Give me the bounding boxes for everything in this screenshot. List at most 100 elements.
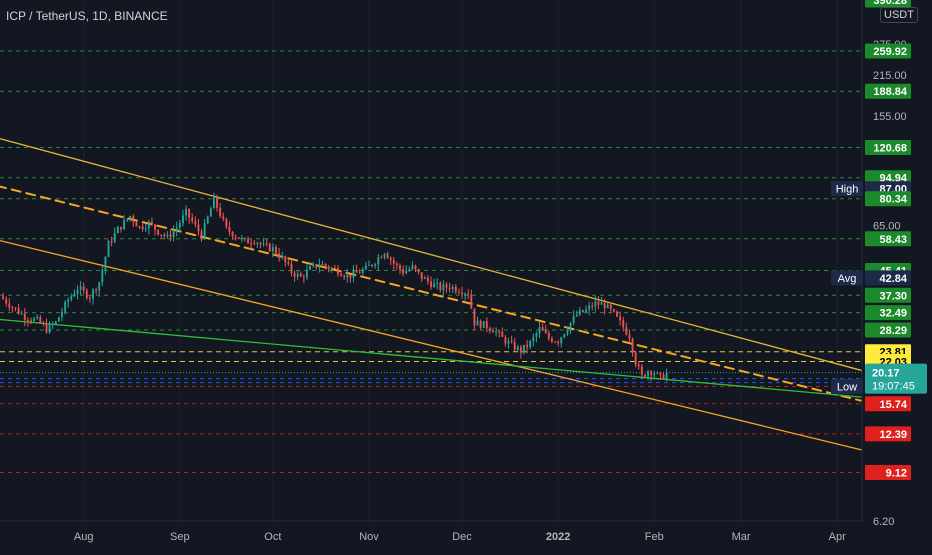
candle-body [560, 337, 563, 344]
candle-body [647, 371, 649, 377]
candle-body [48, 324, 51, 333]
price-tag-label: 80.34 [879, 194, 907, 206]
candle-body [389, 258, 392, 261]
candle-body [606, 304, 609, 309]
candle-body [287, 262, 290, 264]
candle-body [414, 265, 417, 270]
candle-body [510, 341, 513, 343]
candle-body [392, 260, 395, 264]
candle-body [492, 330, 494, 333]
candle-body [42, 323, 45, 325]
candle-body [346, 274, 349, 278]
candle-body [76, 289, 79, 294]
price-tag [865, 83, 911, 99]
candle-body [88, 297, 91, 299]
candle-body [95, 289, 98, 291]
candle-body [2, 296, 5, 300]
price-tag [865, 287, 911, 303]
x-tick-label: Apr [829, 531, 846, 543]
candle-body [405, 270, 408, 274]
candle-body [23, 313, 26, 320]
candle-body [110, 241, 113, 243]
candle-body [476, 320, 479, 326]
price-tag [865, 426, 911, 442]
candle-body [240, 237, 243, 239]
candle-body [557, 341, 560, 344]
candle-body [631, 338, 634, 353]
candle-body [219, 207, 222, 217]
price-tag-marker [831, 270, 863, 286]
candle-body [151, 221, 153, 225]
candle-body [637, 364, 640, 367]
price-tag-marker-label: Avg [838, 273, 857, 285]
y-tick-label: 155.00 [873, 111, 907, 123]
candle-body [265, 243, 268, 245]
time-axis[interactable]: Aug Sep Oct Nov Dec 2022 Feb Mar Apr [0, 520, 862, 543]
candle-body [135, 221, 138, 227]
x-tick-label: Dec [452, 531, 472, 543]
candle-body [575, 314, 578, 317]
candle-body [333, 267, 336, 269]
candle-body [107, 241, 110, 257]
candle-body [324, 264, 327, 267]
candle-body [538, 327, 541, 334]
candle-body [457, 291, 460, 293]
candle-body [448, 287, 451, 289]
price-tag-label: 188.84 [873, 86, 908, 98]
candle-body [603, 302, 606, 309]
candle-body [504, 337, 507, 344]
candle-body [473, 308, 476, 326]
candle-body [578, 310, 581, 315]
candle-body [488, 328, 491, 331]
candle-body [129, 216, 132, 220]
candle-body [228, 226, 231, 233]
grid [83, 0, 838, 521]
price-tag-label: 32.49 [879, 308, 907, 320]
candle-body [318, 264, 321, 268]
candle-body [417, 269, 420, 273]
candle-body [597, 301, 600, 305]
candle-body [516, 346, 519, 350]
price-tag-label: 9.12 [886, 467, 907, 479]
candle-body [439, 283, 442, 291]
y-tick-label: 6.20 [873, 516, 894, 528]
candle-body [191, 217, 194, 222]
candle-body [169, 234, 172, 238]
candle-body [160, 234, 163, 236]
candle-body [225, 218, 228, 227]
candle-body [609, 304, 612, 310]
candle-body [352, 270, 355, 278]
candle-body [213, 195, 215, 209]
candle-body [30, 320, 32, 322]
symbol-title[interactable]: ICP / TetherUS, 1D, BINANCE [6, 9, 168, 23]
candle-body [271, 247, 274, 252]
candle-body [309, 266, 312, 270]
candle-body [312, 264, 315, 267]
candle-body [197, 224, 200, 232]
candle-body [513, 342, 516, 350]
candle-body [92, 289, 94, 299]
candle-body [482, 321, 485, 328]
candle-body [470, 294, 473, 309]
candle-body [535, 333, 538, 337]
candle-body [67, 299, 70, 303]
candle-body [485, 321, 488, 329]
candle-body [616, 311, 618, 317]
price-axis[interactable]: 275.00215.00155.0065.006.20390.28259.921… [831, 0, 932, 550]
candle-body [216, 195, 218, 208]
candle-body [501, 331, 504, 338]
candle-body [634, 352, 637, 365]
candle-body [14, 307, 17, 309]
candle-body [650, 371, 653, 376]
price-tag [865, 43, 911, 59]
x-tick-label: Nov [359, 531, 379, 543]
price-tag [865, 396, 911, 412]
candle-body [113, 233, 116, 242]
candle-body [36, 316, 39, 319]
candle-body [327, 266, 330, 269]
candle-body [529, 341, 532, 348]
candle-body [507, 341, 510, 344]
currency-label[interactable]: USDT [880, 7, 918, 23]
